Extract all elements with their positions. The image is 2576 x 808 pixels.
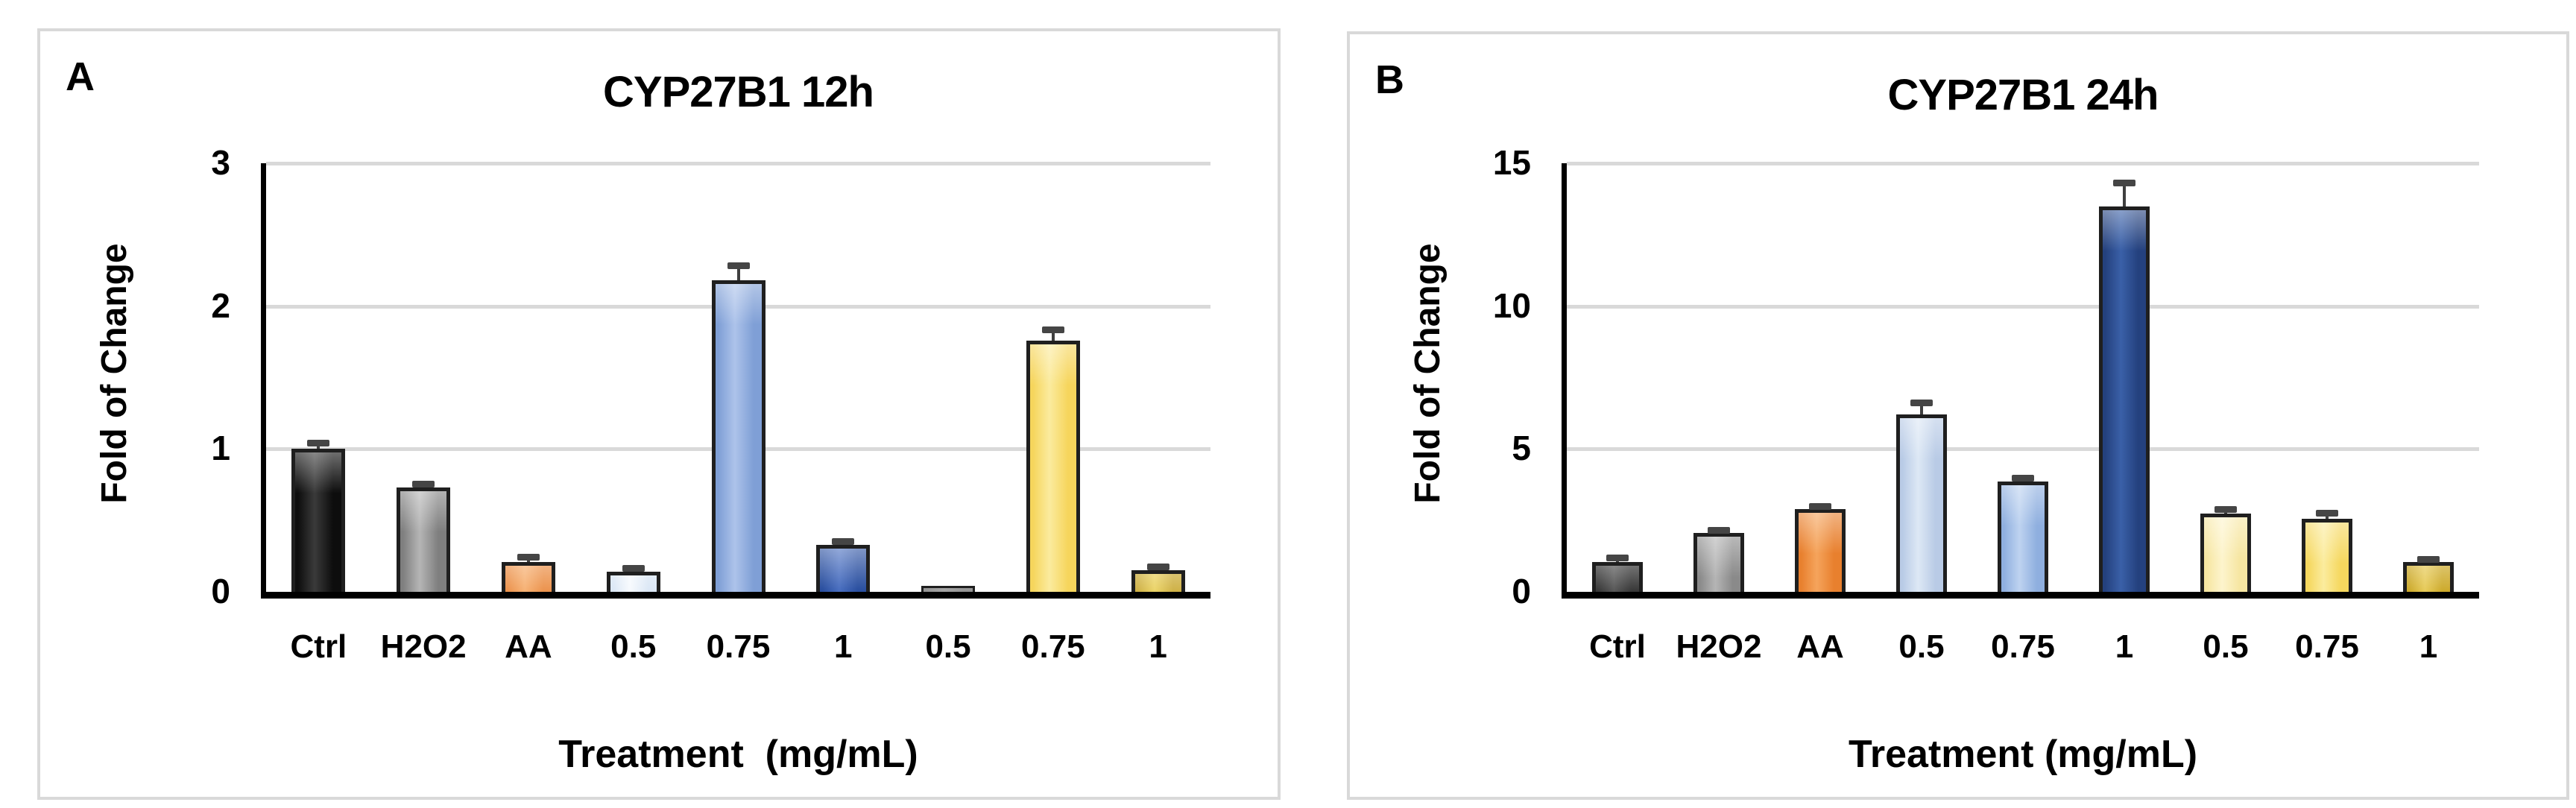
category-label: AA	[505, 628, 552, 665]
category-label: H2O2	[1676, 628, 1762, 665]
category-label: H2O2	[380, 628, 467, 665]
category-label: 0.5	[1898, 628, 1945, 665]
error-bar-cap	[1809, 502, 1831, 510]
error-bar-cap	[2012, 474, 2034, 482]
category-label: 0.75	[1991, 628, 2055, 665]
error-bar-cap	[2316, 510, 2338, 517]
gridline	[1567, 162, 2479, 165]
error-bar	[1920, 403, 1923, 424]
category-label: Ctrl	[1589, 628, 1646, 665]
bar	[816, 544, 871, 592]
category-label: 1	[2115, 628, 2134, 665]
bar	[397, 487, 451, 592]
category-label: Ctrl	[290, 628, 347, 665]
y-axis-label: Fold of Change	[95, 242, 134, 504]
bar	[1693, 533, 1744, 592]
gridline	[1567, 447, 2479, 452]
error-bar-cap	[1708, 527, 1730, 534]
error-bar	[2123, 183, 2126, 215]
category-label: 1	[1149, 628, 1167, 665]
category-label: 0.5	[2203, 628, 2249, 665]
category-label: 0.75	[706, 628, 771, 665]
error-bar-cap	[2113, 179, 2135, 186]
category-label: 0.5	[610, 628, 657, 665]
y-tick-label: 5	[1512, 429, 1531, 468]
bar	[1131, 570, 1185, 592]
panel-b: B CYP27B1 24h Fold of Change 0 5 10 15 Ctrl H2O2…	[1347, 31, 2569, 800]
bar	[291, 449, 346, 592]
x-axis-line	[261, 592, 1210, 599]
error-bar	[1051, 330, 1055, 350]
category-label: 1	[834, 628, 853, 665]
y-axis-line	[261, 163, 266, 599]
chart-title: CYP27B1 12h	[603, 68, 874, 116]
y-tick-label: 3	[211, 143, 230, 182]
y-tick-label: 1	[211, 429, 230, 468]
bar	[2099, 206, 2150, 592]
error-bar-cap	[2214, 505, 2237, 513]
error-bar-cap	[832, 537, 855, 545]
error-bar-cap	[517, 554, 540, 561]
error-bar-cap	[1041, 326, 1064, 334]
x-axis-label: Treatment (mg/mL)	[558, 733, 918, 776]
bar	[1896, 414, 1947, 592]
bar	[1998, 482, 2048, 592]
bar	[1592, 561, 1643, 592]
bar	[711, 280, 765, 592]
y-tick-label: 2	[211, 285, 230, 325]
y-axis-line	[1562, 163, 1567, 599]
category-label: AA	[1796, 628, 1844, 665]
error-bar-cap	[412, 481, 435, 488]
gridline	[1567, 304, 2479, 309]
category-label: 0.75	[2295, 628, 2359, 665]
chart-title: CYP27B1 24h	[1887, 71, 2159, 119]
panel-label: B	[1375, 57, 1404, 102]
error-bar-cap	[1910, 400, 1933, 406]
panel-label: A	[66, 54, 95, 99]
error-bar-cap	[1146, 564, 1169, 571]
error-bar-cap	[727, 262, 750, 269]
error-bar	[736, 266, 740, 290]
error-bar-cap	[622, 565, 645, 572]
bar	[1795, 508, 1846, 592]
bar	[2200, 513, 2251, 592]
category-label: 1	[2419, 628, 2438, 665]
bar	[501, 561, 555, 592]
bar	[2302, 519, 2352, 592]
y-tick-label: 10	[1492, 285, 1531, 325]
panel-a: A CYP27B1 12h Fold of Change 0 1 2 3 Ctrl H2O2 AA…	[37, 28, 1281, 800]
error-bar-cap	[1606, 555, 1629, 562]
bar	[2403, 561, 2454, 592]
bar	[921, 586, 976, 592]
y-tick-label: 0	[211, 572, 230, 610]
category-label: 0.5	[925, 628, 971, 665]
bar	[606, 572, 660, 592]
x-axis-label: Treatment (mg/mL)	[1848, 733, 2198, 776]
y-tick-label: 15	[1492, 143, 1531, 182]
y-axis-label: Fold of Change	[1408, 242, 1448, 504]
error-bar-cap	[307, 439, 330, 446]
category-label: 0.75	[1021, 628, 1085, 665]
x-axis-line	[1562, 592, 2479, 599]
y-tick-label: 0	[1512, 572, 1531, 610]
error-bar-cap	[2417, 555, 2440, 563]
bar	[1026, 340, 1080, 592]
gridline	[266, 162, 1210, 165]
